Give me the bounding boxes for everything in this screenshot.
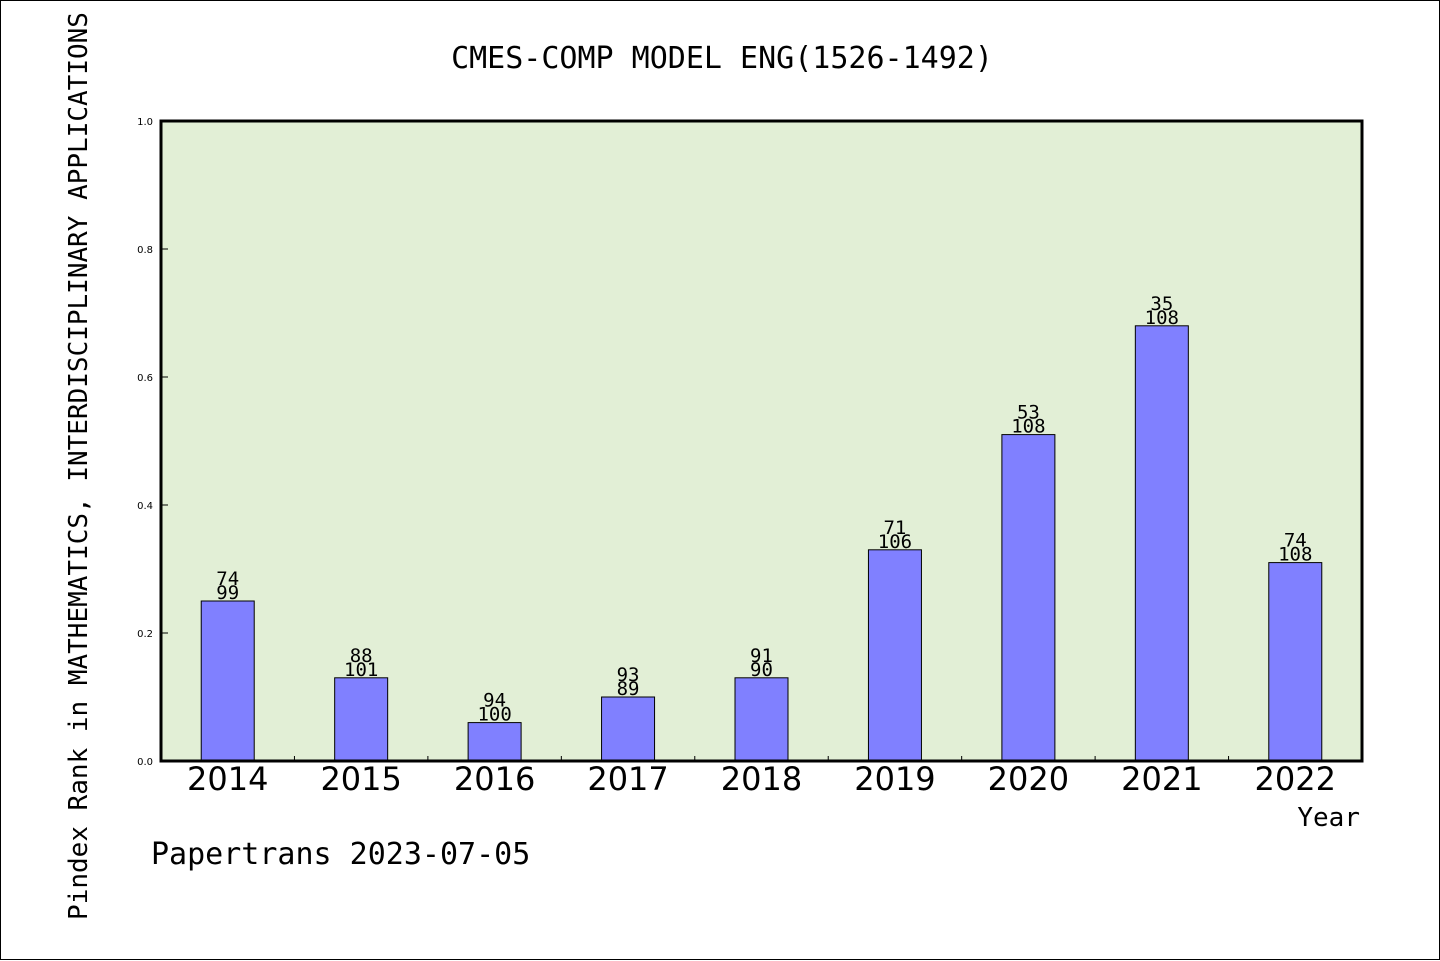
bar-total-label: 89 (617, 678, 640, 700)
x-tick-label: 2018 (721, 760, 802, 798)
bar-rank-label: 94 (483, 690, 506, 712)
bar-total-label: 101 (344, 659, 378, 681)
bar-rank-label: 91 (750, 645, 773, 667)
bar-rank-label: 74 (1284, 530, 1307, 552)
bar-labels-group: 7499881019410093899190711065310835108741… (216, 293, 1312, 726)
bar-rank-label: 74 (216, 568, 239, 590)
bar-2019 (867, 549, 922, 762)
y-tick-label: 0.2 (137, 629, 153, 640)
y-tick-label: 0.0 (137, 757, 153, 768)
bar-total-label: 99 (216, 582, 239, 604)
bar-total-label: 108 (1145, 307, 1179, 329)
bar-total-label: 90 (750, 659, 773, 681)
x-tick-label: 2020 (988, 760, 1069, 798)
bar-rank-label: 93 (617, 664, 640, 686)
bar-2021 (1134, 325, 1189, 762)
x-axis-label: Year (1297, 803, 1360, 833)
x-tick-label: 2016 (454, 760, 535, 798)
bar-2020 (1001, 434, 1056, 762)
y-tick-label: 0.4 (137, 501, 153, 512)
bar-rank-label: 88 (350, 645, 373, 667)
x-tick-label: 2014 (187, 760, 268, 798)
bar-2018 (734, 677, 789, 762)
y-tick-label: 0.8 (137, 245, 153, 256)
bar-rank-label: 71 (883, 517, 906, 539)
bar-total-label: 100 (477, 704, 511, 726)
x-tick-label: 2019 (854, 760, 935, 798)
bar-2014 (200, 600, 255, 762)
y-tick-label: 1.0 (137, 117, 153, 128)
plot-border (159, 119, 1364, 763)
bar-2015 (334, 677, 389, 762)
x-tick-label: 2017 (587, 760, 668, 798)
x-tick-label: 2021 (1121, 760, 1202, 798)
bar-rank-label: 53 (1017, 402, 1040, 424)
y-tick-label: 0.6 (137, 373, 153, 384)
bars-group (200, 325, 1323, 762)
bar-total-label: 108 (1278, 544, 1312, 566)
bar-2022 (1268, 562, 1323, 762)
bar-total-label: 108 (1011, 416, 1045, 438)
x-tick-label: 2015 (320, 760, 401, 798)
chart-title: CMES-COMP MODEL ENG(1526-1492) (451, 41, 993, 76)
bar-rank-label: 35 (1150, 293, 1173, 315)
footer-text: Papertrans 2023-07-05 (151, 837, 530, 872)
x-tick-label: 2022 (1255, 760, 1336, 798)
y-axis-label: Pindex Rank in MATHEMATICS, INTERDISCIPL… (64, 12, 94, 920)
bar-2017 (601, 696, 656, 762)
x-axis: 2014 2015 2016 2017 2018 2019 2020 2021 2022 (187, 756, 1336, 798)
bar-2016 (467, 722, 522, 762)
bar-total-label: 106 (878, 531, 912, 553)
